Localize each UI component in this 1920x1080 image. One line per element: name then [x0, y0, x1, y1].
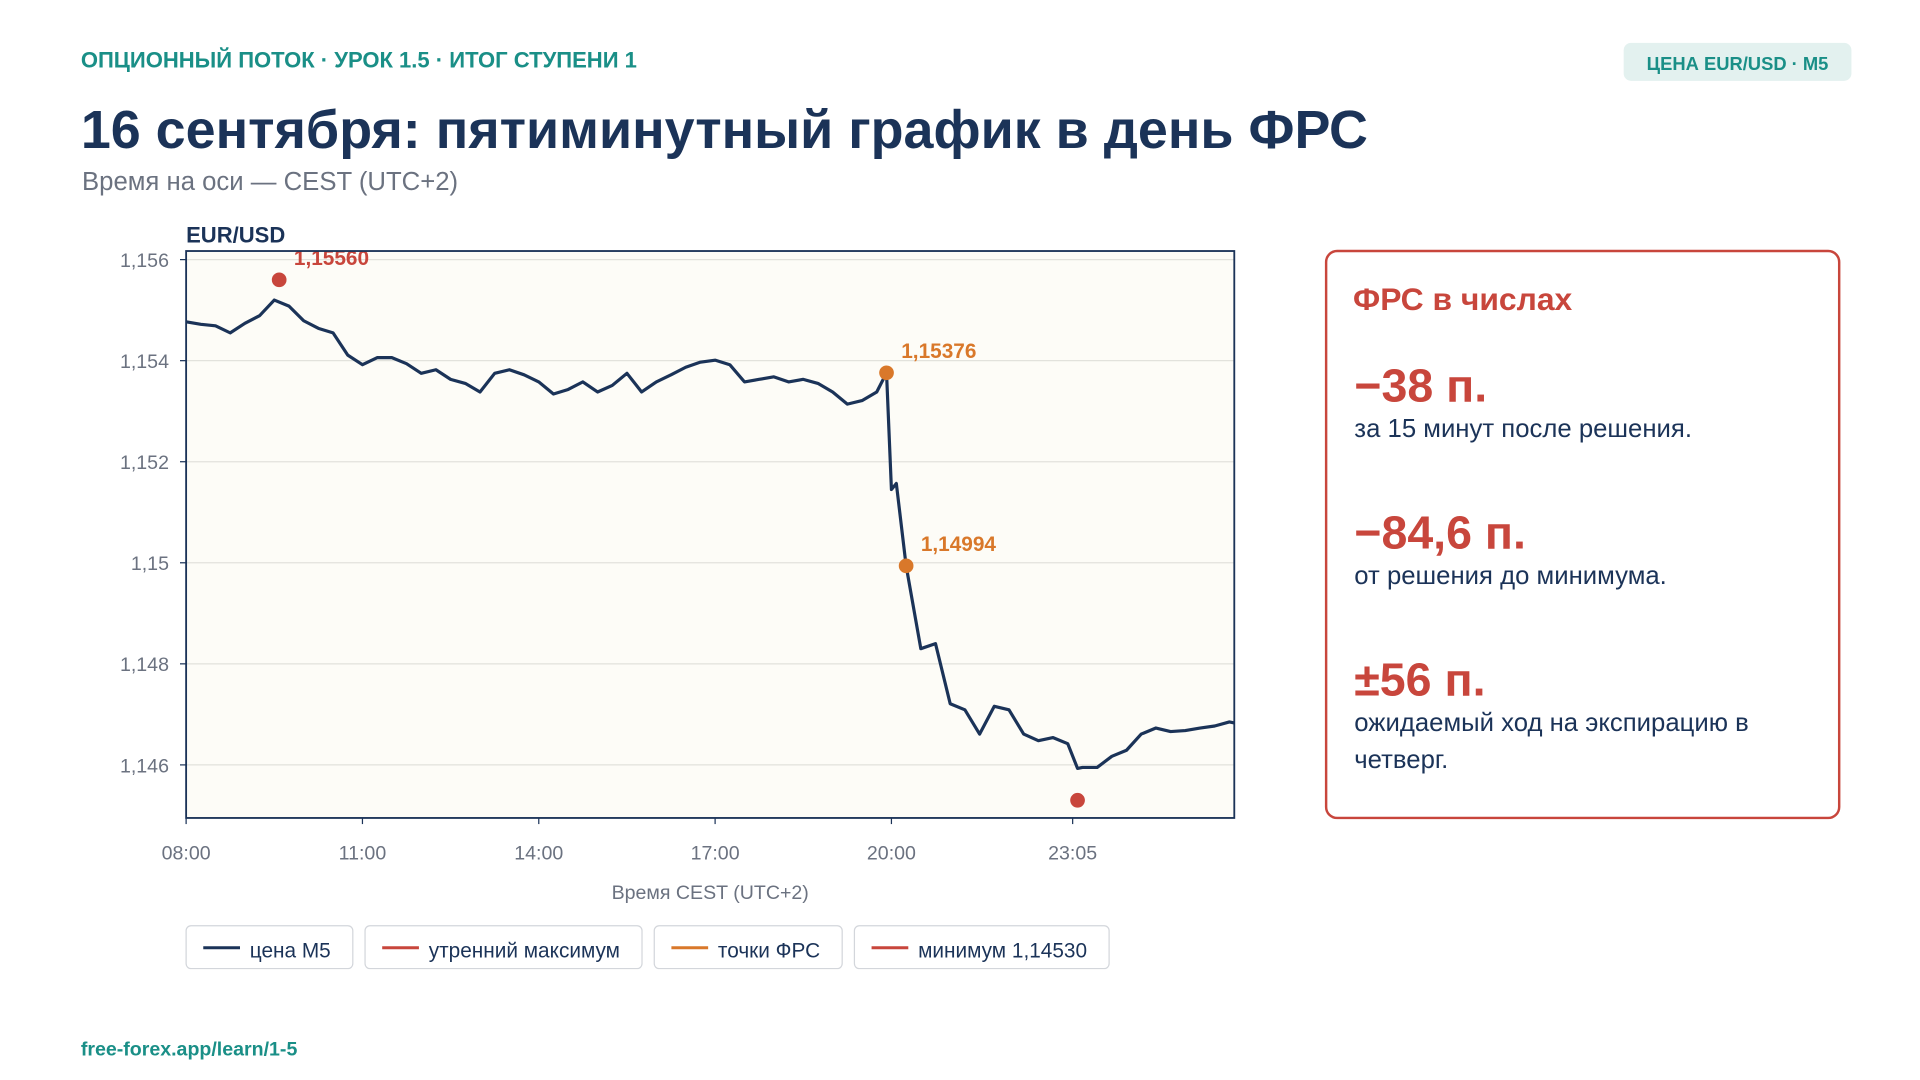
marker	[1070, 792, 1085, 808]
y-tick-label: 1,152	[120, 452, 169, 474]
plot-bg	[186, 251, 1235, 818]
x-tick-label: 23:05	[1048, 843, 1097, 865]
stat-desc-box: от решения до минимума.	[1354, 562, 1667, 591]
legend-label: утренний максимум	[429, 940, 620, 963]
badge-bg	[1623, 42, 1852, 81]
legend-label: точки ФРС	[718, 940, 820, 963]
y-tick-label: 1,146	[120, 755, 169, 777]
legend-box	[364, 925, 643, 970]
y-tick-label: 1,154	[120, 351, 169, 373]
legend-box	[185, 925, 354, 970]
x-tick-label: 08:00	[162, 843, 211, 865]
subtitle: Время на оси — CEST (UTC+2)	[82, 168, 458, 196]
stat-value: ±56 п.	[1354, 654, 1485, 706]
legend-box	[653, 925, 843, 970]
price-line	[185, 298, 1235, 771]
plot-frame	[185, 250, 1236, 819]
marker	[898, 558, 914, 574]
panel	[1324, 249, 1841, 820]
legend-label: цена M5	[250, 940, 331, 963]
x-tick-label: 14:00	[514, 843, 563, 865]
marker	[879, 365, 894, 381]
marker-label: 1,14994	[921, 533, 997, 556]
kicker: ОПЦИОННЫЙ ПОТОК · УРОК 1.5 · ИТОГ СТУПЕН…	[81, 47, 637, 72]
stat-value: −84,6 п.	[1354, 507, 1526, 559]
legend-item: минимум 1,14530	[853, 925, 1110, 970]
title: 16 сентября: пятиминутный график в день …	[81, 100, 1368, 160]
stat-desc: ожидаемый ход на экспирацию в четверг.	[1354, 708, 1749, 774]
x-tick-label: 17:00	[691, 843, 740, 865]
y-tick-label: 1,156	[120, 250, 169, 272]
marker-label: 1,15376	[901, 340, 976, 363]
marker	[271, 272, 287, 288]
badge: ЦЕНА EUR/USD · M5	[1647, 53, 1829, 74]
marker-label: 1,15560	[294, 247, 369, 270]
y-tick-label: 1,15	[131, 553, 169, 575]
stat-desc-box: за 15 минут после решения.	[1354, 415, 1692, 444]
stat-desc: от решения до минимума.	[1354, 562, 1667, 591]
legend-item: точки ФРС	[653, 925, 843, 970]
legend-label: минимум 1,14530	[918, 940, 1087, 963]
x-tick-label: 11:00	[339, 843, 387, 865]
y-axis-label: EUR/USD	[186, 222, 285, 247]
legend-item: утренний максимум	[364, 925, 643, 970]
stat-desc: за 15 минут после решения.	[1354, 415, 1692, 444]
stat-desc-box: ожидаемый ход на экспирацию в четверг.	[1354, 708, 1749, 774]
legend-box	[853, 925, 1110, 970]
y-tick-label: 1,148	[120, 654, 169, 676]
stat-value: −38 п.	[1354, 360, 1487, 412]
x-tick-label: 20:00	[867, 843, 916, 865]
footer-link: free-forex.app/learn/1-5	[81, 1039, 298, 1061]
legend-item: цена M5	[185, 925, 354, 970]
panel-title: ФРС в числах	[1353, 281, 1573, 317]
x-axis-label: Время CEST (UTC+2)	[612, 882, 809, 904]
